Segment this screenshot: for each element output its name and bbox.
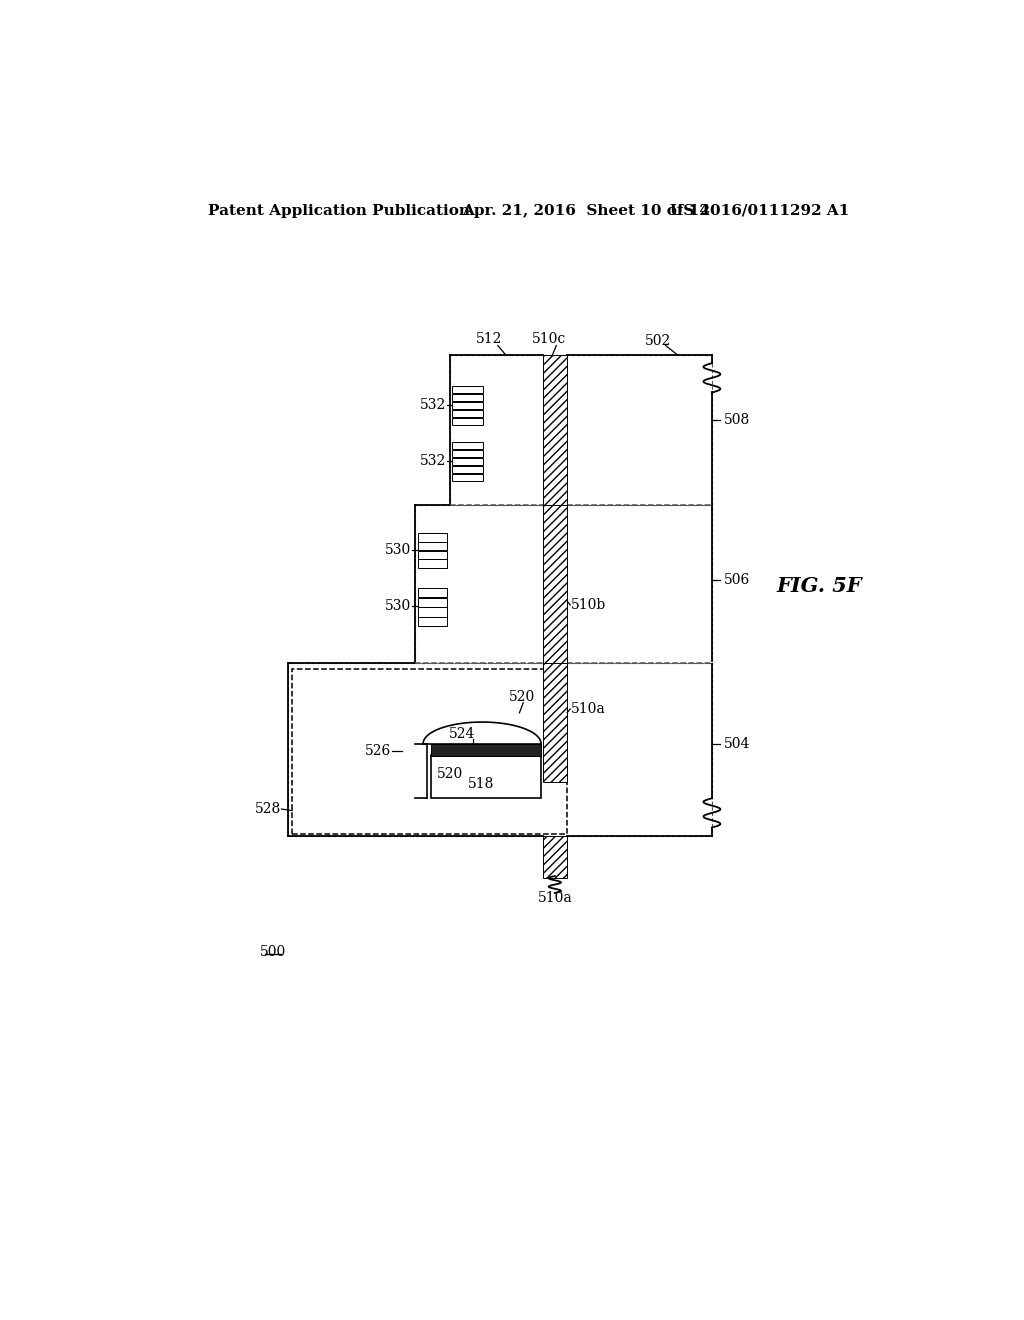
Text: 520: 520 <box>437 767 463 781</box>
Bar <box>453 442 483 449</box>
Text: Apr. 21, 2016  Sheet 10 of 14: Apr. 21, 2016 Sheet 10 of 14 <box>462 203 710 218</box>
Text: 530: 530 <box>385 544 412 557</box>
Text: Patent Application Publication: Patent Application Publication <box>208 203 470 218</box>
Bar <box>418 543 447 550</box>
Bar <box>292 669 567 834</box>
Bar <box>543 836 567 878</box>
Bar <box>453 401 483 409</box>
Text: 510a: 510a <box>571 702 606 715</box>
Text: 508: 508 <box>724 413 750 428</box>
Bar <box>453 385 483 393</box>
Bar <box>418 550 447 558</box>
Text: 532: 532 <box>420 397 446 412</box>
Text: 526: 526 <box>365 744 391 758</box>
Bar <box>543 355 567 506</box>
Text: 512: 512 <box>475 333 502 346</box>
Text: 532: 532 <box>420 454 446 469</box>
Text: 502: 502 <box>645 334 671 348</box>
Bar <box>543 504 567 663</box>
Bar <box>431 743 541 756</box>
Bar <box>453 417 483 425</box>
Bar <box>418 616 447 626</box>
Bar <box>451 355 712 506</box>
Text: US 2016/0111292 A1: US 2016/0111292 A1 <box>670 203 849 218</box>
Bar <box>453 393 483 401</box>
Bar <box>453 458 483 466</box>
Text: 506: 506 <box>724 573 750 586</box>
Text: 518: 518 <box>468 776 495 791</box>
Bar <box>418 607 447 616</box>
Bar <box>431 755 541 797</box>
Text: 510b: 510b <box>571 598 606 612</box>
Text: 528: 528 <box>254 803 281 816</box>
Bar <box>453 474 483 482</box>
Text: 510a: 510a <box>538 891 572 904</box>
Bar <box>418 598 447 607</box>
Text: FIG. 5F: FIG. 5F <box>777 576 862 595</box>
Bar <box>543 663 567 781</box>
Text: 510c: 510c <box>531 333 566 346</box>
Text: 500: 500 <box>260 945 286 958</box>
Bar <box>453 466 483 474</box>
Text: 530: 530 <box>385 599 412 612</box>
Bar <box>418 589 447 598</box>
Bar <box>289 663 712 836</box>
Text: 520: 520 <box>509 690 535 705</box>
Text: 504: 504 <box>724 737 750 751</box>
Bar <box>418 533 447 541</box>
Bar <box>418 560 447 568</box>
Bar <box>453 409 483 417</box>
Bar <box>453 450 483 458</box>
Text: 524: 524 <box>449 727 475 742</box>
Bar <box>416 504 712 663</box>
